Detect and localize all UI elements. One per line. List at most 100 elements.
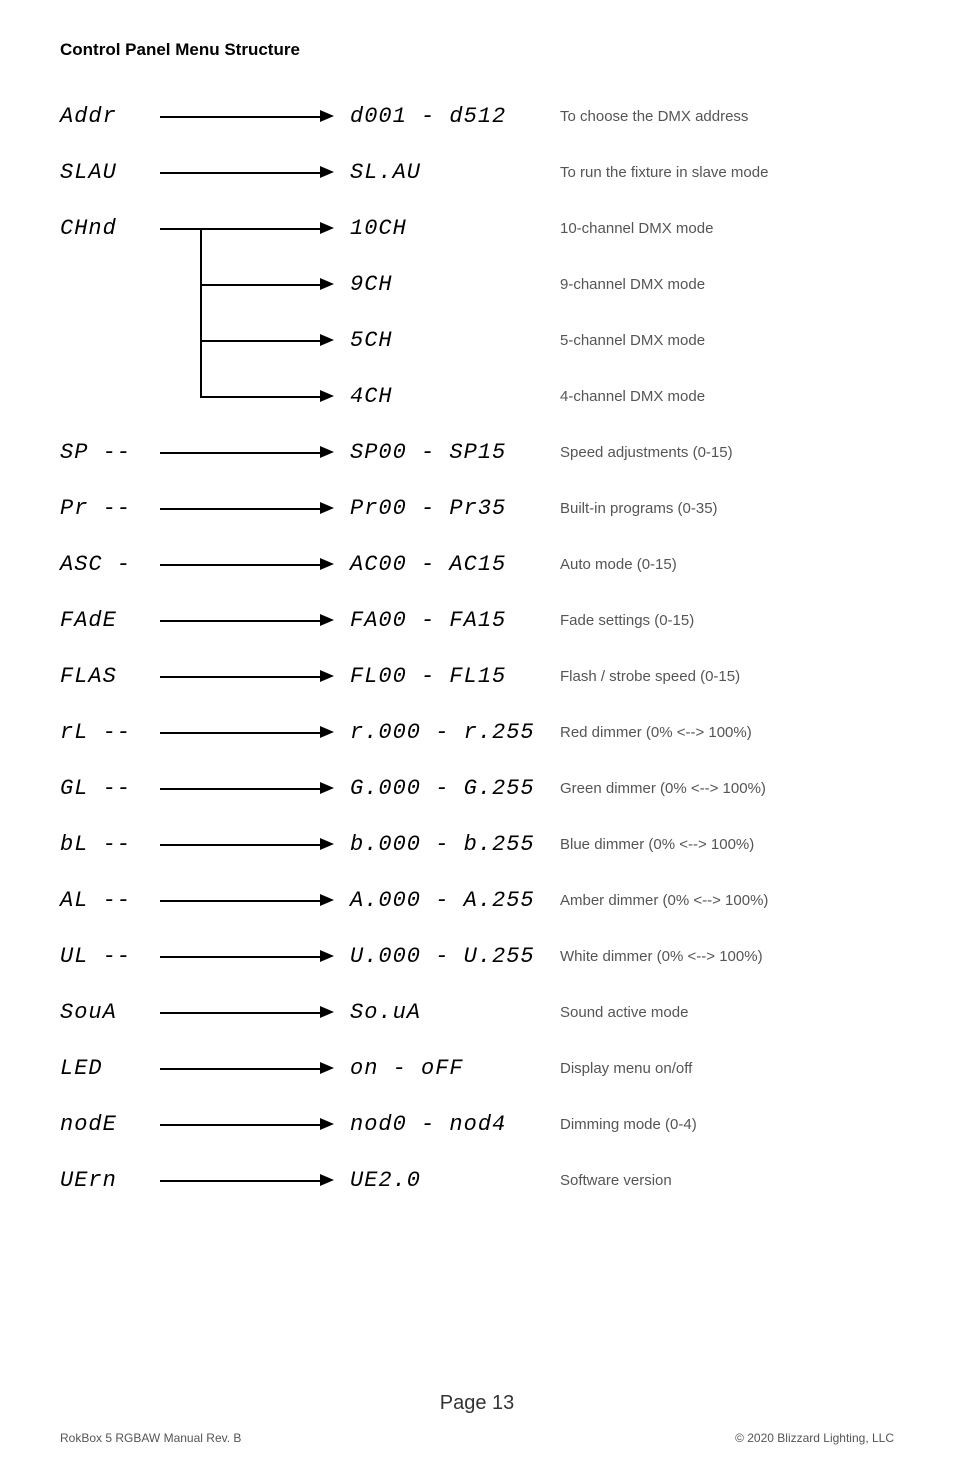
menu-value: SP00 - SP15 xyxy=(350,440,560,465)
menu-description: Amber dimmer (0% <--> 100%) xyxy=(560,892,894,909)
arrow-cell xyxy=(160,1096,350,1152)
menu-description: Display menu on/off xyxy=(560,1060,894,1077)
menu-row: LED on - oFFDisplay menu on/off xyxy=(60,1040,894,1096)
page-number: Page 13 xyxy=(0,1392,954,1415)
menu-row: bL -- b.000 - b.255Blue dimmer (0% <--> 1… xyxy=(60,816,894,872)
menu-description: Auto mode (0-15) xyxy=(560,556,894,573)
menu-code: rL -- xyxy=(60,720,160,745)
menu-row: FAdE FA00 - FA15Fade settings (0-15) xyxy=(60,592,894,648)
menu-value: AC00 - AC15 xyxy=(350,552,560,577)
menu-code: bL -- xyxy=(60,832,160,857)
menu-value: 4CH xyxy=(350,384,560,409)
menu-code: ASC - xyxy=(60,552,160,577)
arrow-cell xyxy=(160,760,350,816)
arrow-cell xyxy=(160,592,350,648)
menu-row: UL --U.000 - U.255White dimmer (0% <--> … xyxy=(60,928,894,984)
menu-code: CHnd xyxy=(60,216,160,241)
arrow-cell xyxy=(160,984,350,1040)
arrow-cell xyxy=(160,1040,350,1096)
menu-value: b.000 - b.255 xyxy=(350,832,560,857)
menu-description: Fade settings (0-15) xyxy=(560,612,894,629)
menu-description: To run the fixture in slave mode xyxy=(560,164,894,181)
menu-value: d001 - d512 xyxy=(350,104,560,129)
arrow-cell xyxy=(160,704,350,760)
menu-value: G.000 - G.255 xyxy=(350,776,560,801)
menu-description: 5-channel DMX mode xyxy=(560,332,894,349)
arrow-cell xyxy=(160,256,350,312)
page-title: Control Panel Menu Structure xyxy=(60,40,894,60)
menu-code: GL -- xyxy=(60,776,160,801)
menu-code: SouA xyxy=(60,1000,160,1025)
menu-row: Pr -- Pr00 - Pr35Built-in programs (0-35) xyxy=(60,480,894,536)
arrow-cell xyxy=(160,1152,350,1208)
menu-value: UE2.0 xyxy=(350,1168,560,1193)
menu-description: 9-channel DMX mode xyxy=(560,276,894,293)
arrow-cell xyxy=(160,312,350,368)
menu-row: CHnd 10CH10-channel DMX mode xyxy=(60,200,894,256)
menu-code: Addr xyxy=(60,104,160,129)
menu-code: LED xyxy=(60,1056,160,1081)
arrow-cell xyxy=(160,424,350,480)
menu-row: GL -- G.000 - G.255Green dimmer (0% <--> … xyxy=(60,760,894,816)
arrow-cell xyxy=(160,368,350,424)
menu-description: 10-channel DMX mode xyxy=(560,220,894,237)
menu-code: FAdE xyxy=(60,608,160,633)
menu-value: FA00 - FA15 xyxy=(350,608,560,633)
arrow-cell xyxy=(160,200,350,256)
arrow-cell xyxy=(160,872,350,928)
menu-row: FLAS FL00 - FL15Flash / strobe speed (0-1… xyxy=(60,648,894,704)
menu-row: 5CH5-channel DMX mode xyxy=(60,312,894,368)
menu-value: So.uA xyxy=(350,1000,560,1025)
menu-code: nodE xyxy=(60,1112,160,1137)
menu-description: Sound active mode xyxy=(560,1004,894,1021)
arrow-cell xyxy=(160,928,350,984)
menu-value: r.000 - r.255 xyxy=(350,720,560,745)
arrow-cell xyxy=(160,144,350,200)
menu-description: Dimming mode (0-4) xyxy=(560,1116,894,1133)
menu-description: Built-in programs (0-35) xyxy=(560,500,894,517)
menu-row: SP -- SP00 - SP15Speed adjustments (0-15) xyxy=(60,424,894,480)
arrow-cell xyxy=(160,536,350,592)
menu-row: SLAU SL.AUTo run the fixture in slave mod… xyxy=(60,144,894,200)
menu-code: SLAU xyxy=(60,160,160,185)
menu-code: AL -- xyxy=(60,888,160,913)
menu-code: UErn xyxy=(60,1168,160,1193)
footer-left: RokBox 5 RGBAW Manual Rev. B xyxy=(60,1431,241,1445)
menu-description: Software version xyxy=(560,1172,894,1189)
menu-row: ASC - AC00 - AC15Auto mode (0-15) xyxy=(60,536,894,592)
arrow-cell xyxy=(160,88,350,144)
menu-value: SL.AU xyxy=(350,160,560,185)
menu-row: nodE nod0 - nod4Dimming mode (0-4) xyxy=(60,1096,894,1152)
menu-code: Pr -- xyxy=(60,496,160,521)
menu-value: A.000 - A.255 xyxy=(350,888,560,913)
menu-row: SouA So.uASound active mode xyxy=(60,984,894,1040)
footer-right: © 2020 Blizzard Lighting, LLC xyxy=(735,1431,894,1445)
menu-value: nod0 - nod4 xyxy=(350,1112,560,1137)
menu-description: To choose the DMX address xyxy=(560,108,894,125)
menu-row: Addr d001 - d512To choose the DMX address xyxy=(60,88,894,144)
menu-description: Flash / strobe speed (0-15) xyxy=(560,668,894,685)
menu-description: Speed adjustments (0-15) xyxy=(560,444,894,461)
menu-value: U.000 - U.255 xyxy=(350,944,560,969)
menu-code: FLAS xyxy=(60,664,160,689)
menu-description: Red dimmer (0% <--> 100%) xyxy=(560,724,894,741)
menu-value: Pr00 - Pr35 xyxy=(350,496,560,521)
menu-description: Blue dimmer (0% <--> 100%) xyxy=(560,836,894,853)
menu-value: FL00 - FL15 xyxy=(350,664,560,689)
arrow-cell xyxy=(160,816,350,872)
menu-row: 9CH9-channel DMX mode xyxy=(60,256,894,312)
menu-value: on - oFF xyxy=(350,1056,560,1081)
menu-value: 10CH xyxy=(350,216,560,241)
arrow-cell xyxy=(160,648,350,704)
menu-row: 4CH4-channel DMX mode xyxy=(60,368,894,424)
menu-code: SP -- xyxy=(60,440,160,465)
menu-table: Addr d001 - d512To choose the DMX address… xyxy=(60,88,894,1208)
menu-value: 5CH xyxy=(350,328,560,353)
menu-code: UL -- xyxy=(60,944,160,969)
branch-vertical-line xyxy=(200,228,202,396)
arrow-cell xyxy=(160,480,350,536)
menu-row: UErn UE2.0Software version xyxy=(60,1152,894,1208)
menu-row: rL -- r.000 - r.255Red dimmer (0% <--> 10… xyxy=(60,704,894,760)
menu-description: Green dimmer (0% <--> 100%) xyxy=(560,780,894,797)
menu-value: 9CH xyxy=(350,272,560,297)
